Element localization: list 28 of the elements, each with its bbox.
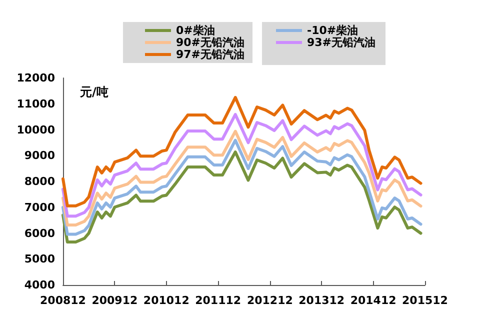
y-tick-label: 11000 [16, 97, 56, 110]
legend-label: 0#柴油 [176, 24, 215, 37]
x-tick-label: 201512 [402, 294, 448, 307]
legend-label: 97#无铅汽油 [176, 48, 245, 61]
line-series [62, 130, 422, 226]
line-series [62, 112, 422, 218]
y-tick-label: 8000 [24, 175, 56, 188]
legend-label: 90#无铅汽油 [176, 36, 245, 49]
line-series [62, 150, 422, 244]
y-tick-label: 5000 [24, 252, 56, 266]
x-tick-label: 200812 [40, 294, 86, 307]
y-tick-label: 9000 [24, 149, 56, 162]
y-axis-title: 元/吨 [79, 85, 108, 99]
x-tick-label: 201212 [246, 294, 293, 307]
y-tick-label: 7000 [24, 200, 56, 214]
legend-label: 93#无铅汽油 [307, 36, 376, 49]
x-tick-label: 201012 [143, 294, 190, 307]
x-tick-label: 200912 [92, 294, 138, 307]
legend-label: -10#柴油 [307, 24, 358, 37]
y-tick-label: 10000 [16, 123, 56, 136]
y-tick-label: 6000 [24, 226, 56, 240]
line-series [62, 138, 422, 236]
y-tick-label: 4000 [24, 278, 56, 292]
x-tick-label: 201312 [298, 294, 345, 307]
y-tick-label: 12000 [16, 72, 56, 84]
line-series [62, 96, 422, 208]
x-tick-label: 201112 [195, 294, 242, 307]
x-tick-label: 201412 [350, 294, 396, 307]
